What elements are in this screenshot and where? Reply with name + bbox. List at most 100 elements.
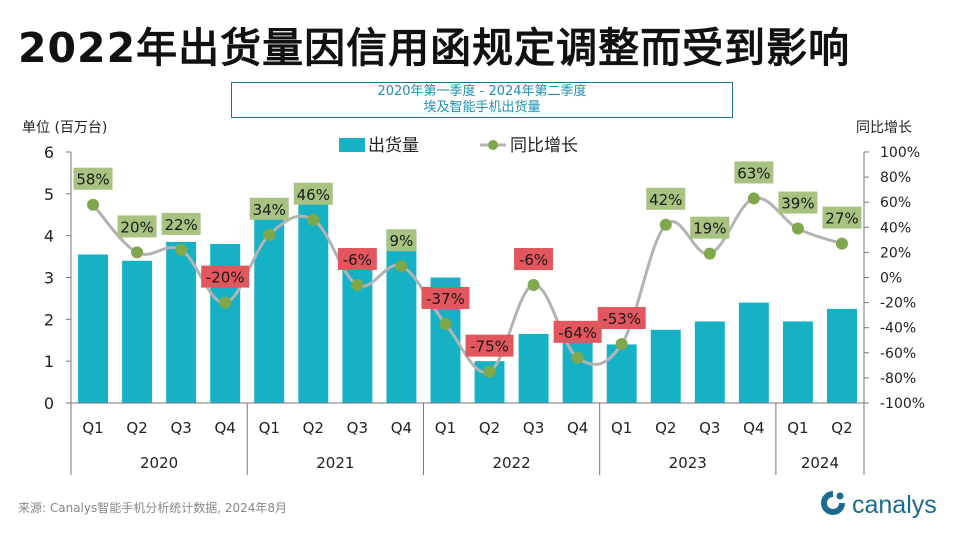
yoy-data-label: 39%	[781, 195, 814, 213]
quarter-label: Q3	[347, 419, 368, 437]
yoy-growth-point	[615, 338, 628, 351]
yoy-data-label-bg	[421, 286, 470, 309]
legend-line-label: 同比增长	[510, 136, 578, 156]
yoy-data-label: 42%	[649, 191, 682, 209]
yoy-data-label-bg	[201, 265, 250, 288]
yoy-data-label: 19%	[693, 220, 726, 238]
yoy-growth-point	[87, 198, 100, 211]
bar-shipments	[694, 321, 725, 403]
yoy-data-label-bg	[646, 187, 686, 210]
yoy-growth-point	[835, 237, 848, 250]
right-tick-label: 60%	[880, 195, 911, 211]
bar-shipments	[518, 333, 549, 403]
yoy-data-label: 46%	[297, 186, 330, 204]
yoy-growth-point	[747, 192, 760, 205]
bar-shipments	[650, 329, 681, 403]
quarter-label: Q1	[611, 419, 632, 437]
quarter-label: Q2	[126, 419, 147, 437]
quarter-label: Q1	[82, 419, 103, 437]
yoy-data-label: -6%	[519, 251, 548, 269]
yoy-data-label: 27%	[825, 210, 858, 228]
yoy-growth-point	[703, 247, 716, 260]
yoy-growth-point	[395, 260, 408, 273]
yoy-data-label-bg	[161, 212, 201, 235]
yoy-data-label-bg	[73, 167, 113, 190]
yoy-data-label-bg	[386, 229, 417, 252]
chart-subtitle-box: 2020年第一季度 - 2024年第二季度 埃及智能手机出货量	[231, 82, 733, 118]
canalys-logo: canalys	[818, 488, 937, 522]
quarter-label: Q2	[831, 419, 852, 437]
quarter-label: Q4	[215, 419, 236, 437]
quarter-label: Q2	[303, 419, 324, 437]
yoy-data-label-bg	[822, 206, 862, 229]
yoy-data-label: -37%	[426, 290, 465, 308]
left-tick-label: 4	[44, 227, 54, 246]
left-tick-label: 0	[44, 394, 54, 413]
yoy-data-label: 22%	[164, 216, 197, 234]
right-tick-label: -80%	[880, 371, 916, 387]
yoy-data-label: -75%	[470, 338, 509, 356]
quarter-label: Q2	[479, 419, 500, 437]
yoy-data-label: -6%	[343, 251, 372, 269]
legend-dot-swatch	[488, 140, 498, 150]
right-tick-label: -100%	[880, 396, 925, 412]
subtitle-description: 埃及智能手机出货量	[423, 100, 541, 115]
quarter-label: Q4	[391, 419, 412, 437]
quarter-label: Q3	[699, 419, 720, 437]
bar-shipments	[166, 241, 197, 403]
yoy-growth-point	[175, 243, 188, 256]
yoy-data-label: 34%	[253, 201, 286, 219]
yoy-data-label-bg	[514, 248, 554, 271]
left-axis-unit: 单位 (百万台)	[22, 120, 107, 136]
legend-bar-label: 出货量	[368, 136, 419, 156]
year-label: 2024	[801, 454, 839, 472]
yoy-growth-point	[571, 351, 584, 364]
source-note: 来源: Canalys智能手机分析统计数据, 2024年8月	[18, 501, 288, 515]
quarter-label: Q1	[787, 419, 808, 437]
right-tick-label: -40%	[880, 321, 916, 337]
year-label: 2020	[140, 454, 178, 472]
yoy-growth-point	[351, 279, 364, 292]
yoy-data-label-bg	[337, 248, 377, 271]
legend: 出货量 同比增长	[339, 136, 578, 156]
yoy-data-label: 63%	[737, 164, 770, 182]
yoy-data-label-bg	[734, 161, 774, 184]
quarter-label: Q1	[435, 419, 456, 437]
legend-bar-swatch	[339, 138, 365, 152]
yoy-data-label: -64%	[558, 324, 597, 342]
yoy-growth-point	[439, 317, 452, 330]
yoy-data-label: 9%	[390, 232, 414, 250]
bar-shipments	[738, 302, 769, 403]
yoy-growth-point	[527, 279, 540, 292]
yoy-growth-point	[307, 213, 320, 226]
left-tick-label: 6	[44, 143, 54, 162]
yoy-data-label: 58%	[76, 171, 109, 189]
right-tick-label: 0%	[880, 271, 902, 287]
left-tick-label: 2	[44, 310, 54, 329]
right-tick-label: 80%	[880, 170, 911, 186]
yoy-data-label-bg	[690, 216, 730, 239]
yoy-data-label-bg	[465, 334, 514, 357]
yoy-growth-point	[659, 218, 672, 231]
bar-shipments	[606, 344, 637, 403]
canalys-swirl-icon	[818, 488, 848, 522]
quarter-label: Q2	[655, 419, 676, 437]
right-tick-label: 100%	[880, 145, 920, 161]
quarter-label: Q4	[743, 419, 764, 437]
year-label: 2021	[316, 454, 354, 472]
yoy-data-label-bg	[249, 197, 289, 220]
left-tick-label: 3	[44, 269, 54, 288]
bar-shipments	[782, 321, 813, 403]
yoy-growth-point	[219, 296, 232, 309]
year-label: 2023	[669, 454, 707, 472]
logo-text: canalys	[852, 490, 937, 519]
left-tick-label: 5	[44, 185, 54, 204]
bar-shipments	[342, 252, 373, 403]
quarter-label: Q4	[567, 419, 588, 437]
bar-shipments	[562, 340, 593, 403]
yoy-data-label-bg	[597, 307, 646, 330]
yoy-growth-point	[263, 228, 276, 241]
yoy-data-label-bg	[553, 320, 602, 343]
quarter-label: Q1	[259, 419, 280, 437]
